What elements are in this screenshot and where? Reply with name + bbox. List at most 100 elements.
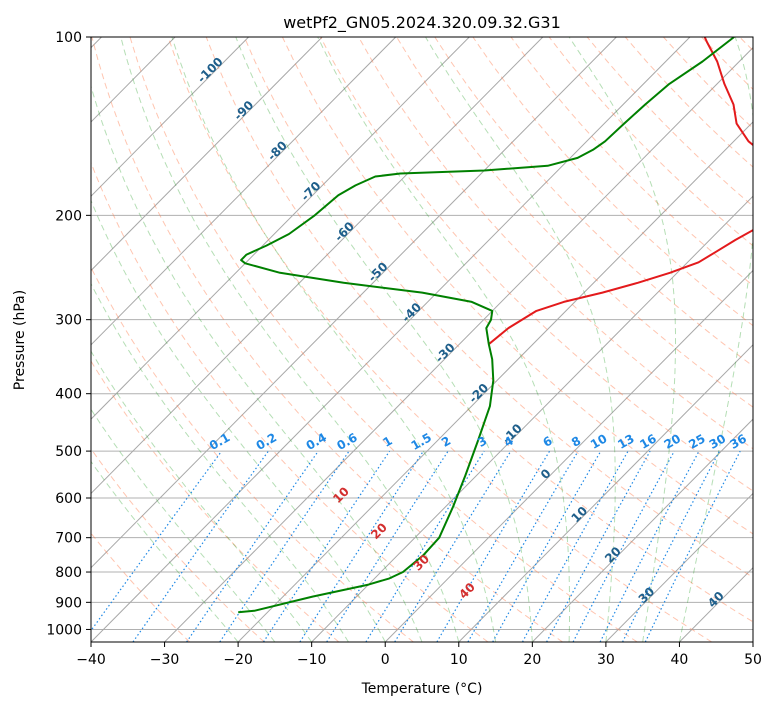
dry-adiabat-label: -100 bbox=[195, 55, 226, 86]
isotherm-line bbox=[311, 195, 753, 642]
moist-adiabat-line bbox=[171, 37, 497, 642]
isotherm-line bbox=[752, 641, 753, 642]
isotherm-line bbox=[531, 418, 753, 642]
y-tick-label: 700 bbox=[55, 531, 82, 547]
isotherm-line bbox=[91, 37, 323, 272]
y-tick-label: 400 bbox=[55, 387, 82, 403]
dry-adiabat-line bbox=[396, 37, 753, 408]
mixing-ratio-label: 0.4 bbox=[304, 430, 329, 453]
moist-adiabat-line bbox=[91, 408, 276, 642]
isotherm-line bbox=[91, 37, 691, 642]
y-tick-label: 100 bbox=[55, 30, 82, 46]
isotherm-line bbox=[164, 46, 753, 642]
y-tick-label: 300 bbox=[55, 313, 82, 329]
mixing-ratio-label: 3 bbox=[475, 433, 489, 449]
mixing-ratio-line bbox=[132, 450, 269, 642]
x-tick-label: 20 bbox=[523, 652, 541, 668]
x-tick-label: 50 bbox=[744, 652, 762, 668]
mixing-ratio-label: 8 bbox=[569, 433, 583, 449]
mixing-ratio-line bbox=[572, 450, 675, 642]
moist-adiabat-label: 30 bbox=[410, 552, 432, 574]
dewpoint-profile bbox=[238, 37, 735, 614]
dry-adiabat-label: -70 bbox=[298, 179, 323, 204]
dry-adiabat-line bbox=[129, 37, 638, 642]
isotherm-line bbox=[384, 269, 753, 642]
x-tick-label: 10 bbox=[450, 652, 468, 668]
dry-adiabat-label: 30 bbox=[636, 584, 658, 606]
dry-adiabat-label: -40 bbox=[399, 300, 424, 325]
isotherm-line bbox=[679, 566, 753, 642]
dry-adiabat-label: 10 bbox=[569, 504, 591, 526]
mixing-ratio-label: 30 bbox=[707, 431, 728, 451]
dry-adiabat-line bbox=[91, 360, 340, 642]
y-tick-label: 500 bbox=[55, 444, 82, 460]
isotherm-line bbox=[91, 37, 617, 569]
dry-adiabat-label: -50 bbox=[365, 259, 390, 284]
chart-title: wetPf2_GN05.2024.320.09.32.G31 bbox=[283, 13, 561, 33]
x-tick-label: −40 bbox=[76, 652, 106, 668]
y-tick-label: 200 bbox=[55, 208, 82, 224]
y-tick-label: 600 bbox=[55, 491, 82, 507]
dry-adiabat-label: -80 bbox=[265, 138, 290, 163]
temperature-profile bbox=[488, 37, 753, 345]
dry-adiabat-line bbox=[434, 37, 753, 367]
dry-adiabat-label: 20 bbox=[602, 544, 624, 566]
isotherm-line bbox=[91, 37, 470, 420]
mixing-ratio-line bbox=[186, 450, 319, 642]
moist-adiabat-line bbox=[568, 37, 676, 642]
moist-adiabat-label: 20 bbox=[368, 520, 390, 542]
mixing-ratio-line bbox=[521, 450, 629, 642]
mixing-ratio-label: 16 bbox=[637, 431, 658, 451]
dry-adiabat-line bbox=[91, 37, 563, 642]
dry-adiabat-label: 40 bbox=[705, 589, 727, 611]
dry-adiabat-line bbox=[91, 532, 191, 642]
dry-adiabat-line bbox=[91, 161, 489, 642]
isotherm-line bbox=[91, 37, 544, 495]
dry-adiabat-line bbox=[472, 37, 753, 327]
mixing-ratio-line bbox=[492, 450, 602, 642]
moist-adiabat-line bbox=[317, 37, 571, 642]
dry-adiabat-label: 0 bbox=[538, 466, 554, 482]
moist-adiabat-line bbox=[678, 37, 753, 642]
dry-adiabat-line bbox=[205, 37, 753, 623]
mixing-ratio-line bbox=[394, 450, 512, 642]
dry-adiabat-line bbox=[663, 37, 753, 129]
isotherm-line bbox=[91, 37, 397, 346]
x-tick-label: −20 bbox=[223, 652, 253, 668]
moist-adiabat-line bbox=[91, 199, 386, 642]
mixing-ratio-label: 13 bbox=[615, 431, 636, 451]
profile-lines bbox=[238, 37, 753, 614]
mixing-ratio-line bbox=[644, 450, 741, 642]
dry-adiabat-line bbox=[91, 447, 265, 642]
isotherm-line bbox=[458, 344, 753, 642]
mixing-ratio-label: 0.6 bbox=[334, 430, 359, 453]
moist-adiabat-line bbox=[425, 37, 616, 642]
x-tick-label: −30 bbox=[150, 652, 180, 668]
moist-adiabat-label: 40 bbox=[456, 580, 478, 602]
dry-adiabat-line bbox=[167, 37, 713, 642]
mixing-ratio-line bbox=[299, 450, 424, 642]
dry-adiabat-line bbox=[510, 37, 753, 287]
mixing-ratio-label: 1.5 bbox=[409, 430, 434, 453]
axis-ticks: −40 −30 −20 −10 0 10 20 30 40 50 100 200 300 400 500 60… bbox=[46, 30, 762, 668]
moist-adiabat-line bbox=[91, 350, 313, 642]
mixing-ratio-line bbox=[622, 450, 721, 642]
dry-adiabat-line bbox=[281, 37, 753, 535]
mixing-ratio-line bbox=[326, 450, 449, 642]
dry-adiabat-label: -20 bbox=[466, 381, 491, 406]
mixing-ratio-line bbox=[219, 450, 350, 642]
dry-adiabat-line bbox=[91, 266, 414, 642]
dry-adiabat-line bbox=[320, 37, 753, 492]
mixing-ratio-label: 36 bbox=[727, 431, 748, 451]
y-axis-title: Pressure (hPa) bbox=[12, 290, 28, 390]
x-tick-label: −10 bbox=[297, 652, 327, 668]
moist-adiabat-line bbox=[120, 37, 460, 642]
dry-adiabat-label: -90 bbox=[231, 98, 256, 123]
x-axis-title: Temperature (°C) bbox=[361, 681, 483, 697]
mixing-ratio-line bbox=[546, 450, 651, 642]
moist-adiabat-line bbox=[91, 84, 423, 642]
isotherm-line bbox=[237, 121, 753, 642]
moist-adiabat-line bbox=[91, 282, 349, 642]
moist-adiabat-label: 10 bbox=[330, 484, 352, 506]
